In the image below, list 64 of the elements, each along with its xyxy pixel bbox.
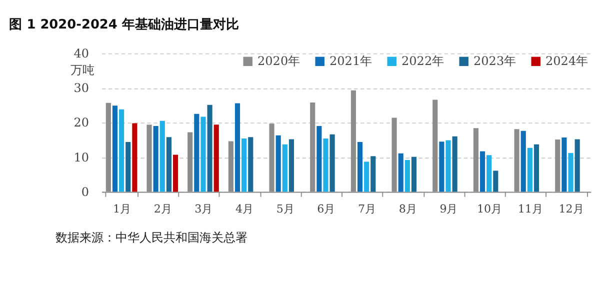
bar [562, 137, 567, 192]
bar [370, 156, 376, 192]
bar [446, 140, 451, 192]
bar [112, 106, 118, 192]
x-tick-label: 7月 [358, 202, 376, 216]
x-tick-label: 4月 [236, 202, 254, 216]
bar [411, 156, 417, 192]
y-tick-label: 0 [81, 184, 90, 199]
bar [534, 144, 540, 192]
y-axis-title: 万吨 [70, 63, 95, 78]
x-tick-label: 10月 [477, 202, 502, 216]
bar [234, 103, 240, 192]
y-tick-label: 10 [74, 150, 90, 164]
x-tick-label: 1月 [112, 202, 132, 216]
bar [357, 142, 363, 192]
bar [330, 134, 335, 192]
bar [486, 155, 492, 192]
legend-label: 2021年 [330, 54, 372, 68]
x-tick-label: 12月 [558, 202, 584, 216]
bar [493, 170, 498, 192]
bar [242, 138, 247, 192]
bar [316, 126, 322, 192]
bar [166, 137, 172, 192]
bar [568, 153, 574, 192]
bar [194, 114, 200, 192]
legend-label: 2024年 [546, 54, 588, 68]
bar [276, 135, 281, 192]
bar [248, 137, 254, 192]
bar [126, 142, 131, 192]
bar [119, 109, 124, 192]
bar [172, 154, 178, 192]
bar [160, 120, 165, 192]
bar [574, 139, 580, 192]
bar [439, 142, 444, 192]
bar [364, 162, 370, 192]
x-tick-label: 9月 [440, 202, 458, 216]
x-tick-label: 6月 [317, 202, 336, 216]
bar [527, 148, 532, 192]
bar [452, 136, 458, 192]
bar [153, 126, 158, 192]
x-tick-label: 8月 [398, 202, 417, 216]
bar [132, 123, 138, 192]
legend-label: 2022年 [402, 54, 444, 68]
bar [207, 104, 212, 192]
bar [282, 144, 288, 192]
bar [404, 160, 410, 192]
chart-title: 图 1 2020-2024 年基础油进口量对比 [9, 17, 239, 32]
bar [200, 116, 206, 192]
y-tick-label: 20 [74, 116, 90, 130]
source-note: 数据来源：中华人民共和国海关总署 [55, 230, 248, 245]
y-tick-label: 30 [74, 81, 90, 96]
bar [214, 124, 219, 192]
x-tick-label: 3月 [194, 202, 213, 216]
legend-label: 2020年 [258, 54, 300, 68]
x-tick-label: 5月 [276, 202, 294, 216]
y-tick-label: 40 [74, 46, 90, 60]
bar [480, 151, 486, 192]
bar [398, 153, 404, 192]
bar [323, 138, 328, 192]
bar [520, 130, 526, 192]
x-tick-label: 2月 [154, 202, 172, 216]
legend-label: 2023年 [474, 54, 516, 68]
bar [288, 139, 294, 192]
x-tick-label: 11月 [518, 202, 543, 216]
